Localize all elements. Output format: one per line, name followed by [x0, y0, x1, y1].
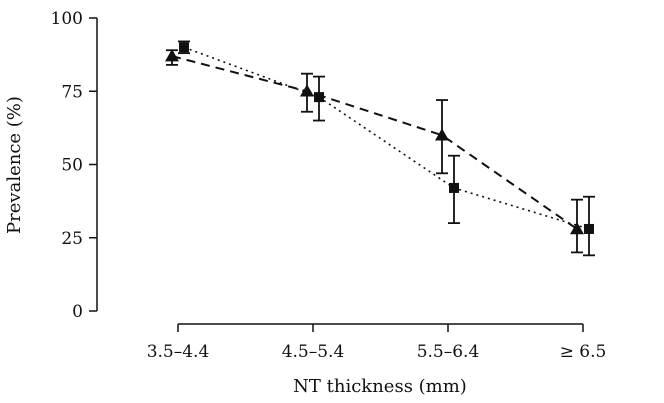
series-1-point-2 — [435, 128, 449, 141]
x-tick-label-0: 3.5–4.4 — [147, 342, 210, 362]
y-tick-label-100: 100 — [51, 9, 83, 29]
series-1-point-0 — [165, 49, 179, 62]
x-ticks: 3.5–4.4 4.5–5.4 5.5–6.4 ≥ 6.5 — [147, 324, 607, 362]
x-tick-label-1: 4.5–5.4 — [282, 342, 345, 362]
y-ticks: 0 25 50 75 100 — [51, 9, 97, 322]
y-tick-label-25: 25 — [61, 229, 83, 249]
series-1-point-1 — [300, 84, 314, 97]
axes — [96, 18, 583, 325]
series-1 — [165, 49, 584, 254]
series-2-point-0 — [179, 42, 189, 53]
x-axis-title: NT thickness (mm) — [293, 376, 467, 397]
series-2 — [178, 40, 595, 257]
series-2-point-3 — [584, 223, 594, 234]
series-2-point-2 — [449, 182, 459, 193]
y-axis-title: Prevalence (%) — [4, 96, 25, 234]
y-tick-label-50: 50 — [61, 156, 83, 176]
series-1-point-3 — [570, 221, 584, 235]
y-tick-label-75: 75 — [61, 82, 83, 102]
y-tick-label-0: 0 — [72, 302, 83, 322]
x-tick-label-2: 5.5–6.4 — [417, 342, 480, 362]
series-group — [165, 40, 595, 257]
series-2-point-1 — [314, 92, 324, 103]
series-1-line — [171, 55, 578, 230]
x-tick-label-3: ≥ 6.5 — [560, 342, 607, 362]
